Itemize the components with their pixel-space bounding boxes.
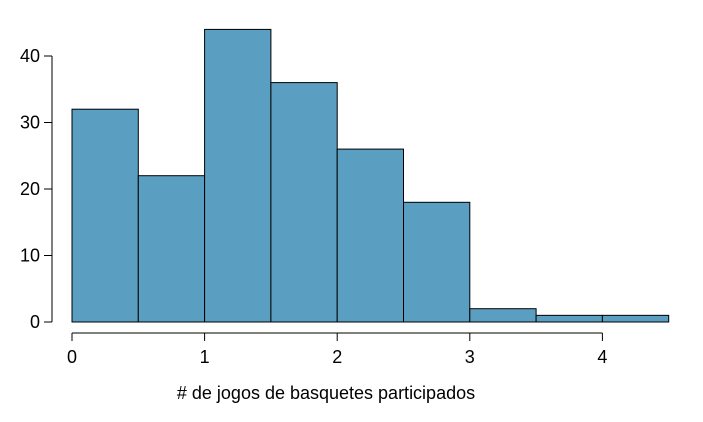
histogram-bar-2 — [204, 28, 272, 323]
x-tick-label-4: 4 — [597, 347, 607, 367]
histogram-bar-0 — [71, 108, 139, 323]
x-axis-label: # de jogos de basquetes participados — [177, 383, 475, 403]
x-axis: 0 1 2 3 4 — [67, 332, 607, 367]
x-tick-label-1: 1 — [200, 347, 210, 367]
y-axis: 0 10 20 30 40 — [20, 46, 53, 332]
x-tick-label-3: 3 — [465, 347, 475, 367]
histogram-bar-7 — [535, 314, 603, 323]
histogram-bar-8 — [601, 314, 670, 323]
y-tick-label-0: 0 — [30, 312, 40, 332]
y-tick-label-2: 20 — [20, 179, 40, 199]
histogram-bar-1 — [137, 175, 206, 323]
x-tick-label-0: 0 — [67, 347, 77, 367]
y-tick-label-1: 10 — [20, 246, 40, 266]
y-tick-label-4: 40 — [20, 46, 40, 66]
bars-group — [71, 28, 670, 323]
histogram-bar-4 — [336, 148, 405, 323]
y-tick-label-3: 30 — [20, 113, 40, 133]
histogram-bar-6 — [469, 308, 537, 323]
x-tick-label-2: 2 — [332, 347, 342, 367]
histogram-bar-3 — [270, 82, 338, 323]
histogram-bar-5 — [403, 201, 471, 323]
